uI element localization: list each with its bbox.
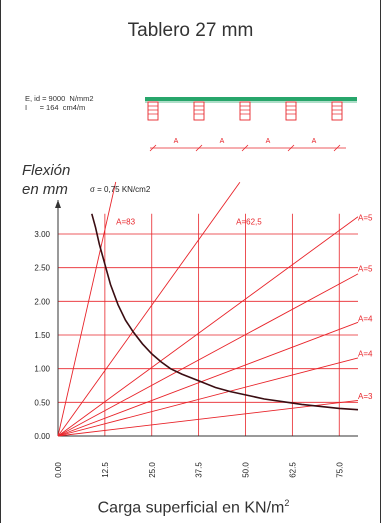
y-tick-label: 2.00 bbox=[34, 297, 50, 306]
x-tick-label: 37.5 bbox=[195, 462, 204, 478]
chart-tick-labels: 0.00 0.50 1.00 1.50 2.00 2.50 3.00 0.00 12.5 25.0… bbox=[34, 230, 344, 478]
stress-limit-curve bbox=[91, 213, 359, 411]
elastic-modulus-label: E, id = 9000 N/mm2 bbox=[25, 94, 94, 103]
series-label-1: A=62,5 bbox=[236, 218, 262, 227]
span-tick-0 bbox=[149, 144, 157, 152]
series-line-6 bbox=[57, 400, 359, 437]
y-tick-label: 2.50 bbox=[34, 264, 50, 273]
series-line-5 bbox=[57, 357, 359, 437]
material-properties: E, id = 9000 N/mm2 I = 164 cm4/m bbox=[25, 94, 94, 112]
stress-limit-label: σ = 0,75 KN/cm2 bbox=[90, 185, 151, 194]
span-tick-3 bbox=[287, 144, 295, 152]
series-label-0: A=83 bbox=[116, 218, 135, 227]
x-axis-label-text: Carga superficial en KN/m bbox=[97, 499, 285, 517]
x-tick-label: 25.0 bbox=[148, 462, 157, 478]
support-post-body bbox=[331, 101, 343, 121]
span-label-3: A bbox=[312, 138, 317, 145]
board-beam bbox=[145, 97, 357, 101]
support-post-1 bbox=[193, 101, 205, 121]
support-post-2 bbox=[239, 101, 251, 121]
series-label-5: A=4 bbox=[358, 350, 373, 359]
support-post-3 bbox=[285, 101, 297, 121]
span-label-0: A bbox=[174, 138, 179, 145]
chart-grid bbox=[58, 213, 358, 436]
page-title: Tablero 27 mm bbox=[127, 20, 254, 41]
y-tick-label: 1.00 bbox=[34, 365, 50, 374]
x-tick-label: 0.00 bbox=[54, 462, 63, 478]
x-axis-label: Carga superficial en KN/m2 bbox=[0, 498, 387, 517]
y-tick-label: 0.50 bbox=[34, 398, 50, 407]
y-tick-label: 0.00 bbox=[34, 432, 50, 441]
x-tick-label: 75.0 bbox=[335, 462, 344, 478]
span-label-2: A bbox=[266, 138, 271, 145]
support-post-body bbox=[147, 101, 159, 121]
series-label-6: A=3 bbox=[358, 392, 373, 401]
y-tick-label: 1.50 bbox=[34, 331, 50, 340]
series-label-2: A=5 bbox=[358, 214, 373, 223]
inertia-label: I = 164 cm4/m bbox=[25, 103, 86, 112]
y-axis-arrow bbox=[55, 200, 61, 208]
y-axis-label-line2: en mm bbox=[22, 181, 68, 198]
series-line-0 bbox=[57, 181, 117, 437]
span-tick-2 bbox=[241, 144, 249, 152]
support-post-4 bbox=[331, 101, 343, 121]
y-axis-label-line1: Flexión bbox=[22, 162, 71, 179]
support-post-body bbox=[193, 101, 205, 121]
x-tick-label: 12.5 bbox=[101, 462, 110, 478]
series-label-4: A=4 bbox=[358, 315, 373, 324]
x-tick-label: 62.5 bbox=[288, 462, 297, 478]
series-line-4 bbox=[57, 321, 359, 437]
chart-series: A=83 A=62,5 A=5 A=5 A=4 A=4 A=3 bbox=[57, 181, 373, 437]
y-tick-label: 3.00 bbox=[34, 230, 50, 239]
series-line-1 bbox=[57, 181, 241, 437]
series-line-3 bbox=[57, 273, 359, 437]
series-line-2 bbox=[57, 216, 359, 437]
x-axis-label-exponent: 2 bbox=[284, 498, 290, 508]
support-post-body bbox=[285, 101, 297, 121]
span-tick-4 bbox=[333, 144, 341, 152]
chart-axes bbox=[55, 200, 358, 437]
series-label-3: A=5 bbox=[358, 265, 373, 274]
support-post-body bbox=[239, 101, 251, 121]
span-label-1: A bbox=[220, 138, 225, 145]
support-post-0 bbox=[147, 101, 159, 121]
span-tick-1 bbox=[195, 144, 203, 152]
x-tick-label: 50.0 bbox=[242, 462, 251, 478]
